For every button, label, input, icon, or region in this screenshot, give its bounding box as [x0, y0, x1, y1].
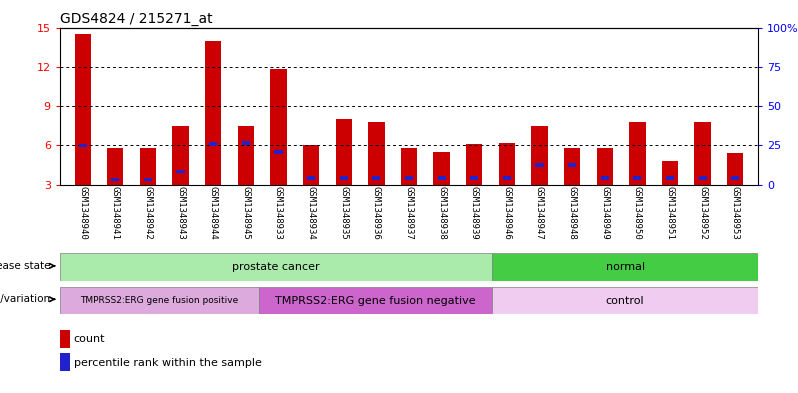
Bar	[727, 153, 744, 185]
Text: GSM1348950: GSM1348950	[633, 186, 642, 240]
Bar	[303, 145, 319, 185]
Bar	[401, 148, 417, 185]
Bar	[564, 148, 580, 185]
Text: genotype/variation: genotype/variation	[0, 294, 51, 304]
Bar	[470, 176, 478, 180]
Text: GSM1348938: GSM1348938	[437, 186, 446, 240]
Bar	[60, 287, 259, 314]
Text: GSM1348947: GSM1348947	[535, 186, 544, 240]
Bar	[731, 176, 739, 180]
Bar	[373, 176, 381, 180]
Bar	[634, 176, 642, 180]
Bar	[336, 119, 352, 185]
Bar	[275, 150, 282, 154]
Text: GSM1348935: GSM1348935	[339, 186, 348, 240]
Text: GSM1348937: GSM1348937	[405, 186, 413, 240]
Text: prostate cancer: prostate cancer	[232, 262, 320, 272]
Bar	[535, 163, 543, 167]
Text: GSM1348952: GSM1348952	[698, 186, 707, 240]
Bar	[601, 176, 609, 180]
Bar	[176, 170, 184, 173]
Bar	[271, 70, 286, 185]
Text: GSM1348951: GSM1348951	[666, 186, 674, 240]
Text: normal: normal	[606, 262, 645, 272]
Text: GSM1348948: GSM1348948	[567, 186, 577, 240]
Text: GSM1348940: GSM1348940	[78, 186, 87, 240]
Text: GSM1348942: GSM1348942	[144, 186, 152, 240]
Text: GSM1348939: GSM1348939	[470, 186, 479, 240]
Text: GSM1348946: GSM1348946	[503, 186, 512, 240]
Text: GSM1348945: GSM1348945	[241, 186, 251, 240]
Bar	[368, 122, 385, 185]
Bar	[74, 34, 91, 185]
Bar	[499, 143, 515, 185]
Text: control: control	[606, 296, 645, 306]
Text: GSM1348943: GSM1348943	[176, 186, 185, 240]
Bar	[111, 178, 120, 181]
Bar	[629, 122, 646, 185]
Bar	[568, 163, 576, 167]
Bar	[79, 143, 87, 147]
Bar	[242, 141, 250, 145]
Bar	[259, 287, 492, 314]
Bar	[698, 176, 707, 180]
Bar	[405, 176, 413, 180]
Bar	[694, 122, 711, 185]
Bar	[205, 40, 221, 185]
Text: disease state: disease state	[0, 261, 51, 271]
Text: count: count	[73, 334, 105, 344]
Bar	[433, 152, 450, 185]
Bar	[492, 287, 758, 314]
Bar	[662, 161, 678, 185]
Bar	[60, 353, 69, 371]
Bar	[238, 126, 254, 185]
Bar	[466, 144, 482, 185]
Bar	[531, 126, 547, 185]
Bar	[503, 176, 511, 180]
Text: GDS4824 / 215271_at: GDS4824 / 215271_at	[60, 13, 212, 26]
Text: GSM1348941: GSM1348941	[111, 186, 120, 240]
Bar	[60, 253, 492, 281]
Bar	[140, 148, 156, 185]
Bar	[340, 176, 348, 180]
Text: GSM1348933: GSM1348933	[274, 186, 283, 240]
Bar	[60, 330, 69, 348]
Text: percentile rank within the sample: percentile rank within the sample	[73, 358, 262, 368]
Text: GSM1348934: GSM1348934	[306, 186, 315, 240]
Text: TMPRSS2:ERG gene fusion negative: TMPRSS2:ERG gene fusion negative	[275, 296, 476, 306]
Bar	[209, 142, 217, 146]
Bar	[144, 178, 152, 181]
Bar	[172, 126, 189, 185]
Bar	[107, 148, 124, 185]
Text: GSM1348936: GSM1348936	[372, 186, 381, 240]
Bar	[437, 176, 445, 180]
Text: GSM1348953: GSM1348953	[731, 186, 740, 240]
Bar	[666, 176, 674, 180]
Bar	[492, 253, 758, 281]
Text: TMPRSS2:ERG gene fusion positive: TMPRSS2:ERG gene fusion positive	[81, 296, 239, 305]
Text: GSM1348949: GSM1348949	[600, 186, 609, 240]
Text: GSM1348944: GSM1348944	[209, 186, 218, 240]
Bar	[307, 176, 315, 180]
Bar	[597, 148, 613, 185]
